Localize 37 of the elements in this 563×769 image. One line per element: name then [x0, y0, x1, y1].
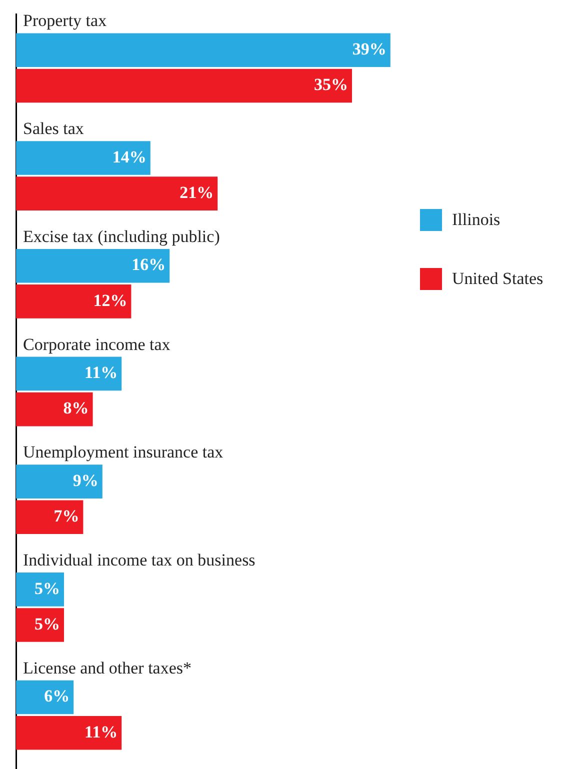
data-label: 12%	[93, 290, 128, 310]
y-tick-label: License and other taxes*	[23, 658, 192, 678]
bar	[16, 608, 64, 642]
bar	[16, 716, 122, 750]
bar	[16, 284, 132, 318]
bar	[16, 680, 74, 714]
data-label: 21%	[180, 182, 214, 202]
y-tick-label: Excise tax (including public)	[23, 226, 220, 246]
bar	[16, 68, 352, 103]
bar	[16, 464, 102, 498]
data-label: 9%	[72, 470, 98, 490]
data-label: 39%	[352, 40, 386, 59]
bar	[16, 356, 122, 391]
bar	[16, 141, 150, 175]
data-label: 14%	[112, 147, 146, 166]
bar	[16, 248, 170, 283]
bar	[16, 500, 84, 534]
data-label: 5%	[34, 578, 60, 598]
y-tick-label: Sales tax	[23, 119, 84, 138]
bar	[16, 176, 218, 210]
bar	[16, 33, 390, 68]
legend-label: United States	[452, 269, 544, 289]
y-tick-label: Individual income tax on business	[23, 550, 256, 570]
bar	[16, 572, 64, 606]
data-label: 11%	[84, 722, 118, 742]
data-label: 6%	[44, 686, 70, 706]
data-label: 35%	[314, 75, 348, 94]
y-tick-label: Property tax	[23, 11, 108, 30]
data-label: 5%	[34, 614, 60, 634]
data-label: 16%	[132, 255, 166, 274]
data-label: 8%	[63, 398, 89, 418]
legend-label: Illinois	[452, 210, 500, 230]
y-tick-label: Unemployment insurance tax	[23, 442, 224, 462]
data-label: 7%	[54, 506, 80, 526]
data-label: 11%	[84, 363, 118, 382]
bar	[16, 392, 93, 426]
y-tick-label: Corporate income tax	[23, 334, 171, 354]
